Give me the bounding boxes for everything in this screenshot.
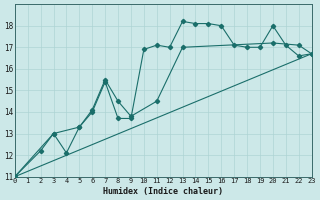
X-axis label: Humidex (Indice chaleur): Humidex (Indice chaleur) [103, 187, 223, 196]
